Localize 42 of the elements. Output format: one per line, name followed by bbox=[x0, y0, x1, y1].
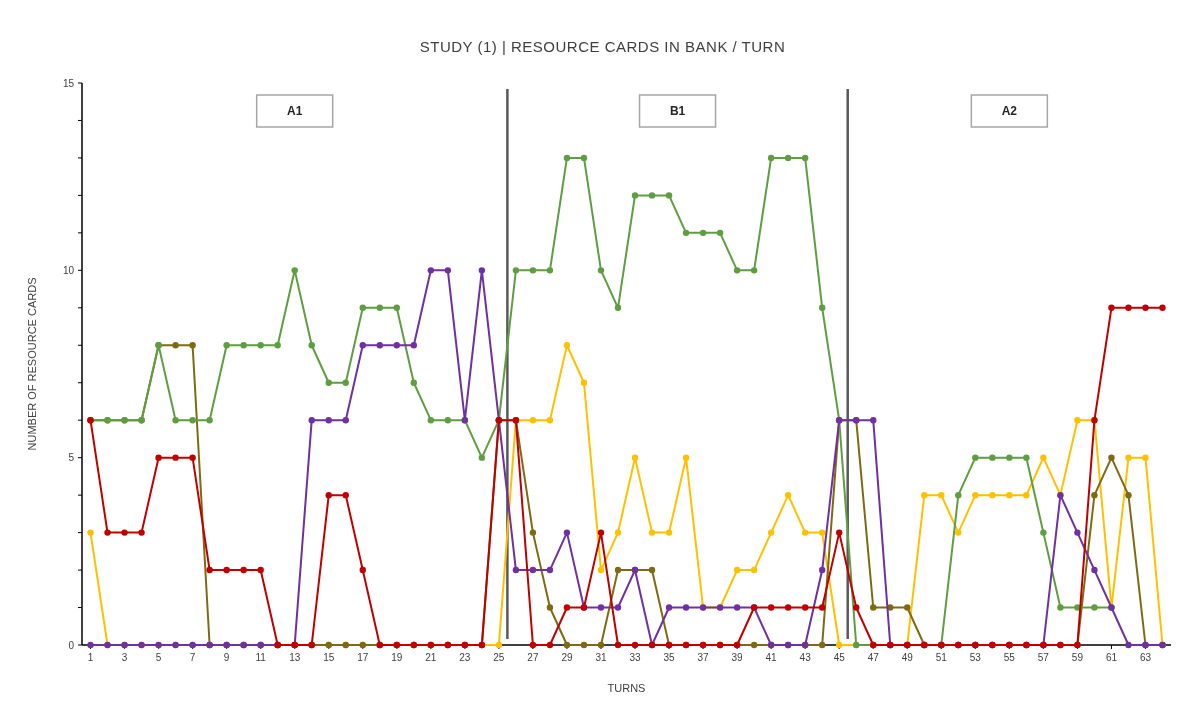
x-tick-label: 25 bbox=[493, 652, 505, 663]
x-tick-label: 23 bbox=[459, 652, 471, 663]
x-tick-label: 9 bbox=[223, 652, 230, 663]
x-axis-title: TURNS bbox=[607, 682, 646, 694]
annotation: A2 bbox=[1001, 104, 1018, 119]
x-tick-label: 39 bbox=[731, 652, 744, 663]
x-tick-label: 59 bbox=[1071, 652, 1084, 663]
x-tick-label: 45 bbox=[833, 652, 846, 663]
x-tick-label: 13 bbox=[289, 652, 301, 663]
x-tick-label: 11 bbox=[255, 652, 267, 663]
y-tick-label: 10 bbox=[62, 264, 75, 276]
x-tick-label: 33 bbox=[629, 652, 642, 663]
x-tick-label: 3 bbox=[121, 652, 128, 663]
annotation: A1 bbox=[287, 104, 303, 119]
x-tick-label: 53 bbox=[969, 652, 982, 663]
annotation: B1 bbox=[669, 104, 686, 119]
chart-title: STUDY (1) | RESOURCE CARDS IN BANK / TURN bbox=[419, 38, 786, 55]
y-tick-label: 5 bbox=[68, 452, 75, 464]
x-tick-label: 27 bbox=[527, 652, 539, 663]
x-tick-label: 43 bbox=[799, 652, 812, 663]
x-tick-label: 49 bbox=[901, 652, 914, 663]
x-tick-label: 1 bbox=[87, 652, 94, 663]
x-tick-label: 51 bbox=[935, 652, 948, 663]
x-tick-label: 7 bbox=[189, 652, 196, 663]
x-tick-label: 57 bbox=[1037, 652, 1050, 663]
x-tick-label: 15 bbox=[323, 652, 335, 663]
x-tick-label: 37 bbox=[697, 652, 710, 663]
y-tick-label: 0 bbox=[68, 639, 75, 651]
y-axis-title: NUMBER OF RESOURCE CARDS bbox=[26, 277, 38, 451]
x-tick-label: 5 bbox=[155, 652, 162, 663]
x-tick-label: 29 bbox=[561, 652, 573, 663]
x-tick-label: 31 bbox=[595, 652, 607, 663]
x-tick-label: 47 bbox=[867, 652, 880, 663]
x-tick-label: 21 bbox=[425, 652, 437, 663]
x-tick-label: 35 bbox=[663, 652, 676, 663]
x-tick-label: 63 bbox=[1139, 652, 1152, 663]
x-tick-label: 55 bbox=[1003, 652, 1016, 663]
y-tick-label: 15 bbox=[62, 77, 75, 89]
x-tick-label: 61 bbox=[1105, 652, 1118, 663]
x-tick-label: 41 bbox=[765, 652, 778, 663]
x-tick-label: 19 bbox=[391, 652, 403, 663]
x-tick-label: 17 bbox=[357, 652, 369, 663]
